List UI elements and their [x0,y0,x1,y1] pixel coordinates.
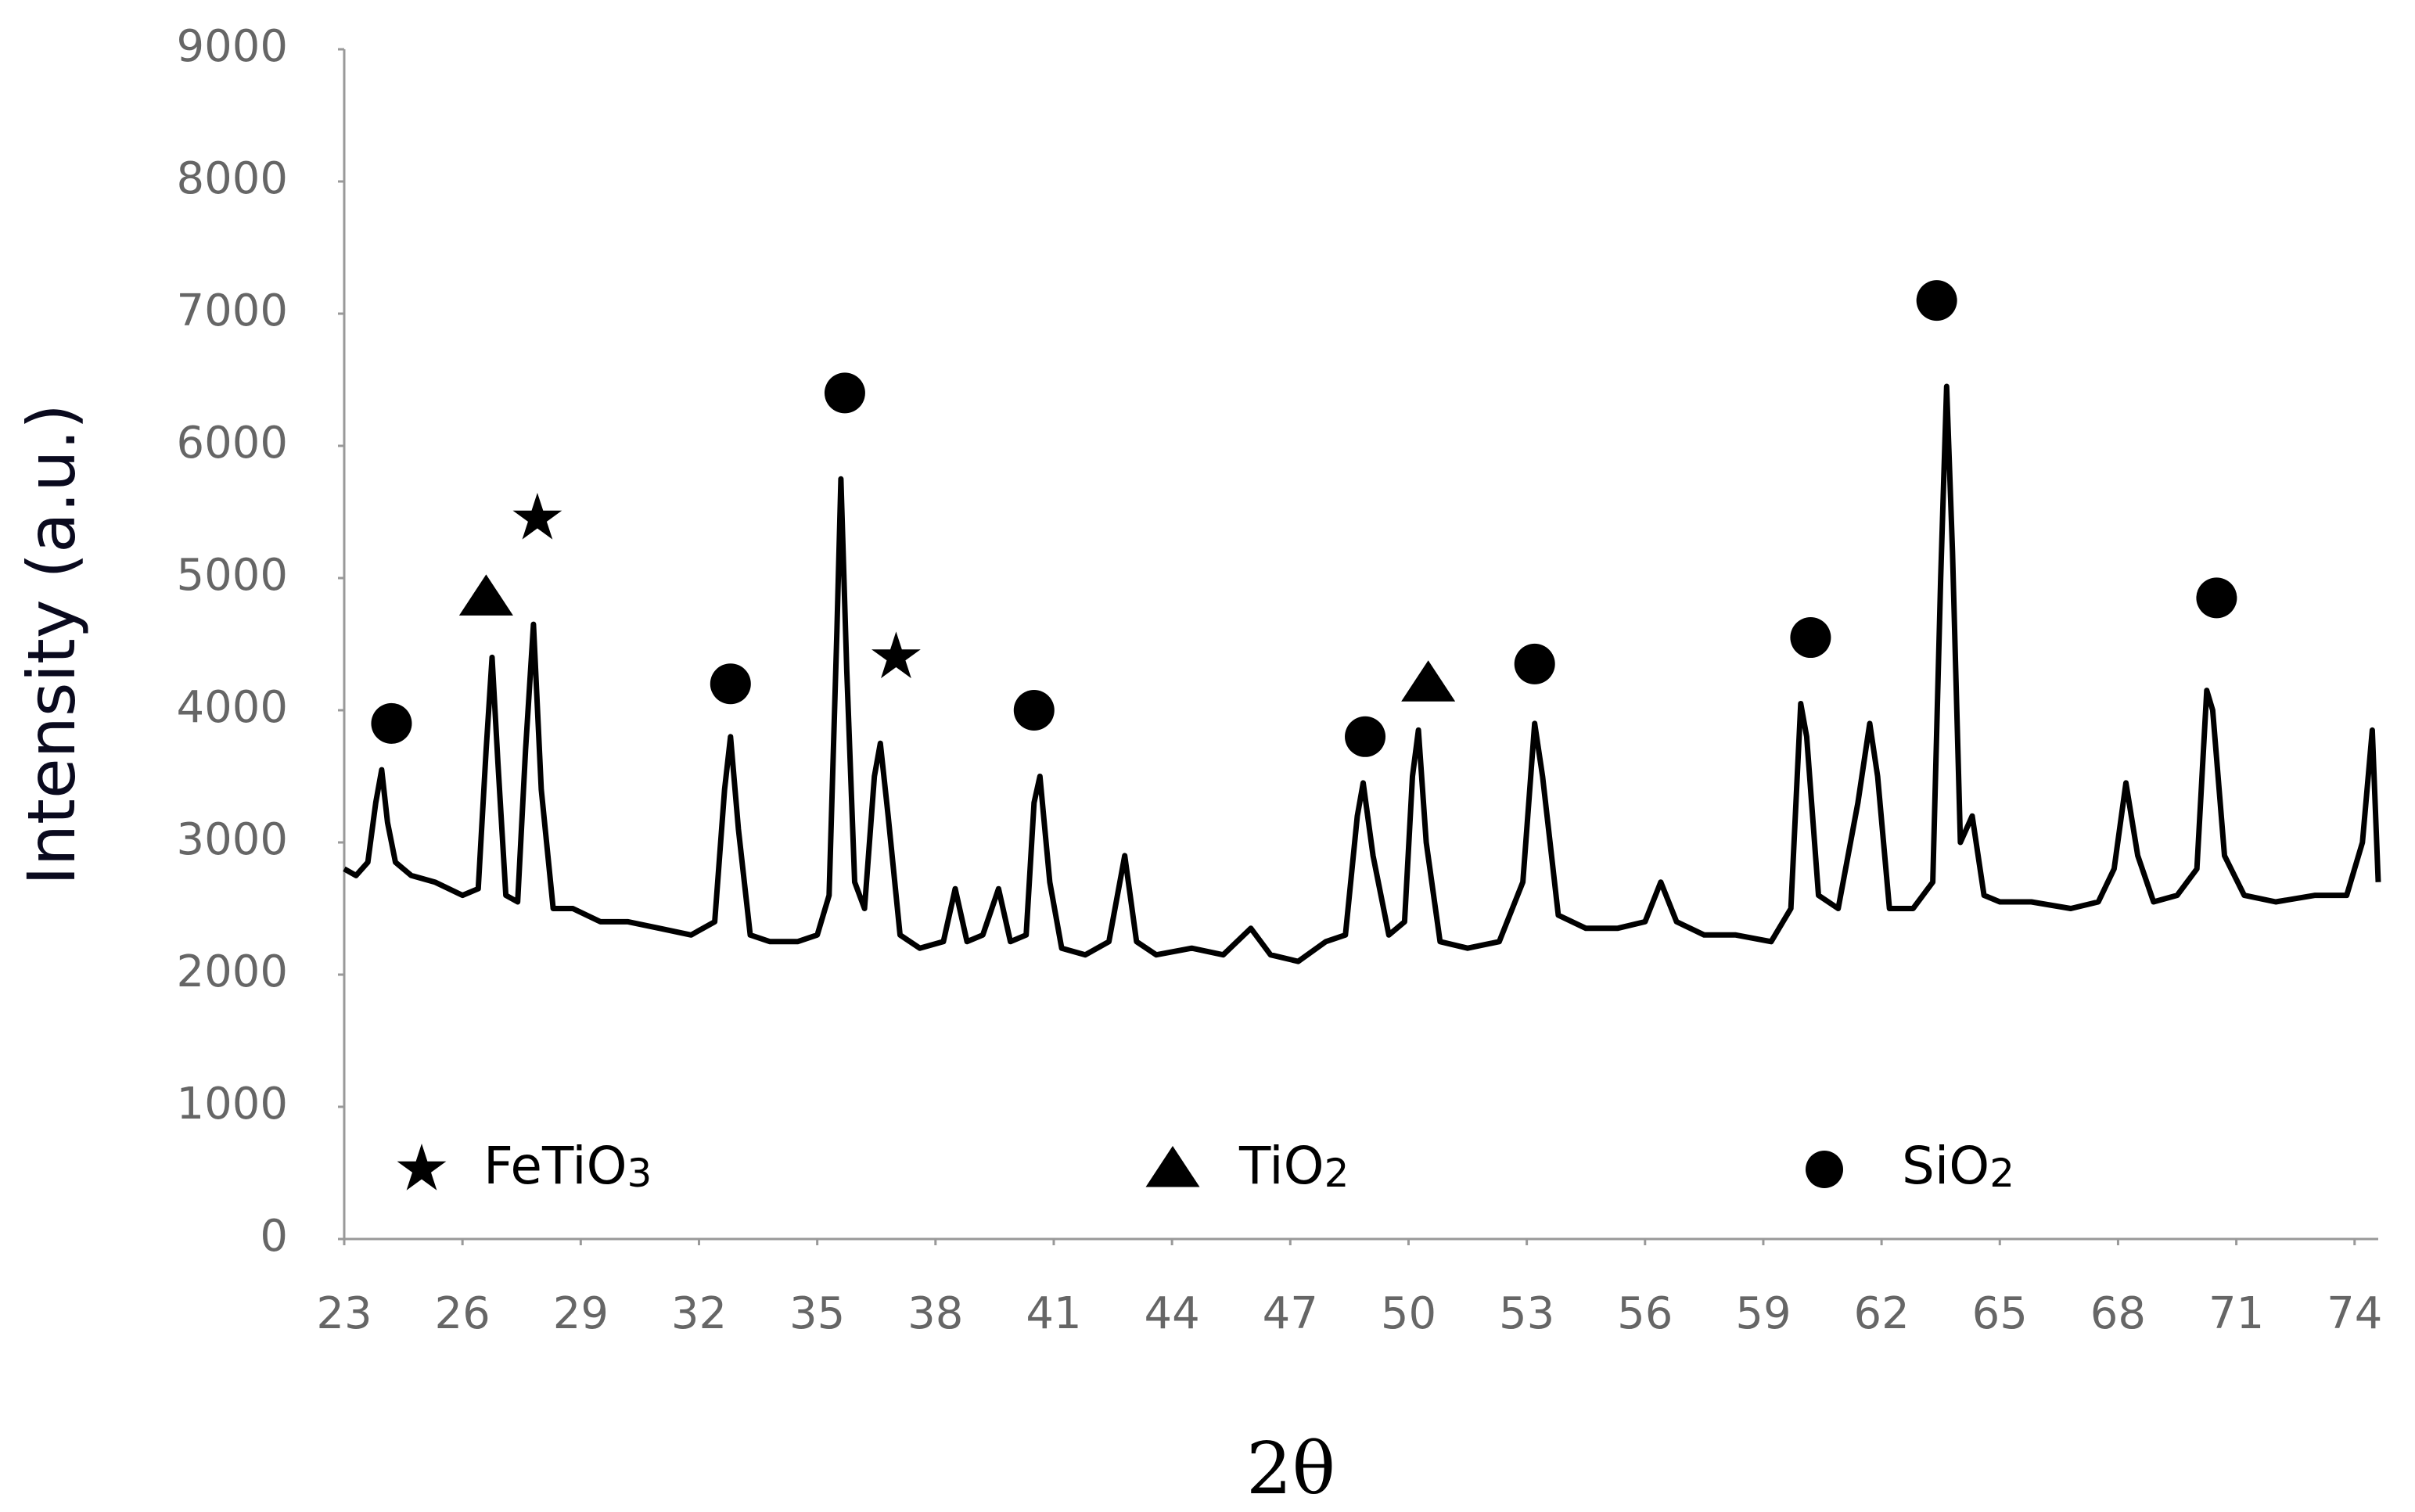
triangle-marker [1401,660,1456,702]
x-tick-label: 35 [789,1288,845,1339]
legend-label: TiO2 [1238,1136,1349,1196]
x-tick-label: 59 [1735,1288,1791,1339]
star-marker [512,492,562,540]
y-tick-label: 0 [260,1211,288,1262]
x-tick-label: 38 [907,1288,963,1339]
x-tick-label: 62 [1853,1288,1909,1339]
legend-label: SiO2 [1902,1136,2014,1196]
circle-marker [1790,617,1831,659]
x-tick-label: 32 [671,1288,727,1339]
x-tick-label: 65 [1972,1288,2028,1339]
x-tick-label: 41 [1026,1288,1081,1339]
legend-subscript: 2 [1989,1151,2014,1196]
y-tick-label: 2000 [176,946,288,997]
x-tick-label: 56 [1617,1288,1673,1339]
y-axis-title: Intensity (a.u.) [13,404,90,885]
x-axis-title: 2θ [1246,1427,1335,1510]
circle-marker [1514,643,1555,684]
y-tick-label: 3000 [176,814,288,865]
y-tick-label: 7000 [176,286,288,336]
y-tick-label: 5000 [176,550,288,601]
circle-marker [371,702,412,744]
legend-text: TiO [1238,1136,1324,1196]
y-tick-label: 1000 [176,1079,288,1130]
x-tick-label: 53 [1499,1288,1554,1339]
x-tick-label: 50 [1381,1288,1436,1339]
circle-marker [2196,577,2237,619]
circle-marker [824,372,865,414]
y-tick-label: 6000 [176,418,288,469]
triangle-marker [1145,1146,1200,1187]
circle-marker [710,663,751,705]
x-tick-label: 74 [2327,1288,2382,1339]
legend-text: SiO [1902,1136,1989,1196]
y-tick-label: 4000 [176,682,288,733]
triangle-marker [458,574,513,616]
x-tick-label: 26 [435,1288,491,1339]
circle-marker [1916,280,1957,321]
star-marker [871,631,921,679]
y-tick-label: 9000 [176,21,288,72]
circle-marker [1345,716,1386,757]
circle-marker [1013,690,1055,731]
legend-subscript: 2 [1324,1151,1349,1196]
legend-subscript: 3 [627,1151,652,1196]
x-tick-label: 47 [1263,1288,1318,1339]
circle-marker [1806,1151,1843,1188]
star-marker [397,1144,447,1191]
y-tick-label: 8000 [176,153,288,204]
x-tick-label: 71 [2208,1288,2264,1339]
legend-text: FeTiO [483,1136,627,1196]
legend-label: FeTiO3 [483,1136,652,1196]
x-tick-label: 29 [553,1288,609,1339]
x-tick-label: 23 [316,1288,372,1339]
data-line [343,383,2381,964]
x-tick-label: 68 [2090,1288,2146,1339]
x-tick-label: 44 [1145,1288,1200,1339]
